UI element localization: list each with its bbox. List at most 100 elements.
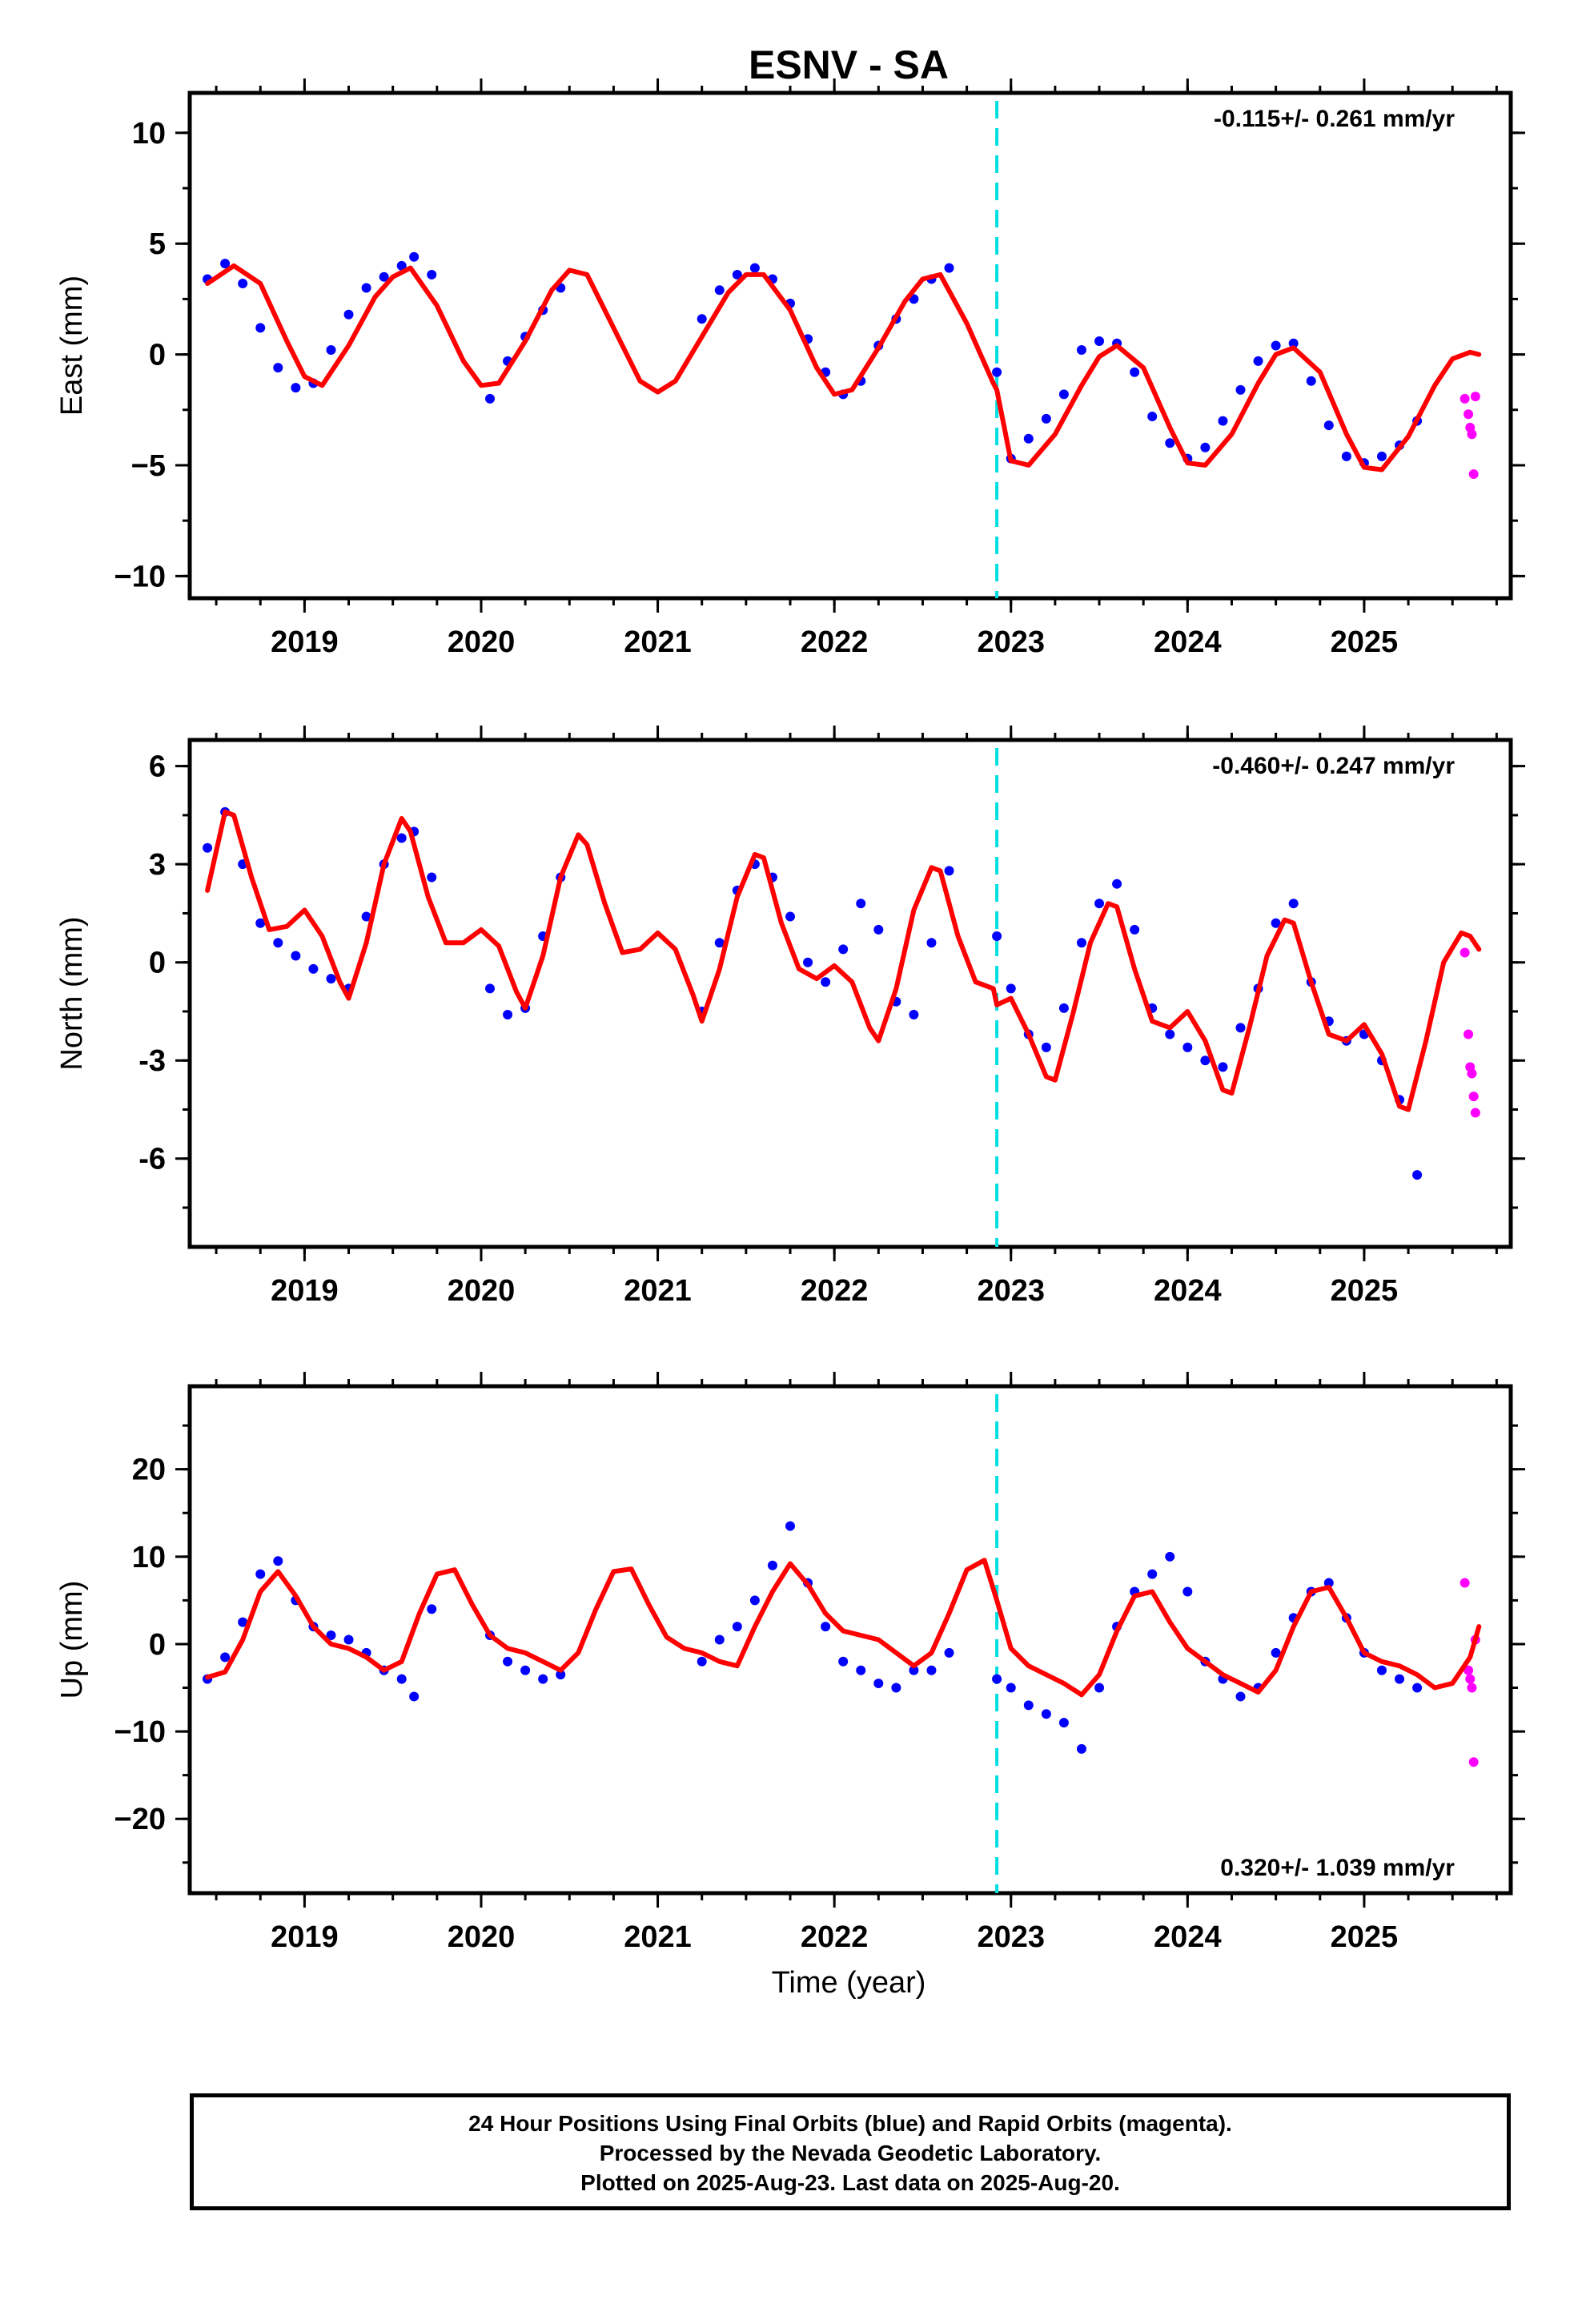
- final-orbit-point: [838, 944, 849, 955]
- final-orbit-point: [1130, 367, 1140, 377]
- x-tick-label: 2024: [1154, 625, 1222, 659]
- final-orbit-point: [697, 314, 707, 324]
- final-orbit-point: [1165, 438, 1175, 448]
- final-orbit-point: [803, 957, 813, 967]
- final-orbit-point: [503, 1656, 513, 1667]
- rapid-orbit-point: [1468, 1092, 1479, 1102]
- final-orbit-point: [785, 1521, 795, 1531]
- final-orbit-point: [1306, 376, 1316, 386]
- y-tick-label: 6: [149, 750, 166, 784]
- x-tick-label: 2019: [271, 1274, 339, 1308]
- final-orbit-point: [1147, 1569, 1158, 1579]
- final-orbit-point: [873, 1679, 884, 1689]
- x-tick-label: 2019: [271, 1920, 339, 1954]
- rapid-orbit-point: [1467, 1683, 1477, 1693]
- x-tick-label: 2022: [801, 1274, 869, 1308]
- model-line: [205, 1558, 1482, 1698]
- x-tick-label: 2020: [448, 1920, 516, 1954]
- final-orbit-point: [291, 951, 301, 961]
- final-orbit-point: [992, 931, 1002, 942]
- final-orbit-point: [891, 1683, 901, 1693]
- final-orbit-point: [273, 938, 283, 948]
- final-orbit-point: [909, 1665, 919, 1675]
- final-orbit-point: [1023, 1700, 1034, 1711]
- chart-title: ESNV - SA: [749, 42, 949, 87]
- final-orbit-point: [427, 1604, 437, 1614]
- x-tick-label: 2025: [1331, 625, 1399, 659]
- final-orbit-point: [1112, 879, 1122, 889]
- y-tick-label: 10: [132, 117, 166, 151]
- panel-up: 2019 2020 2021 2022 2023 2024 2025 −20 −10 0 10 20 U…: [55, 1372, 1525, 1954]
- caption-box: 24 Hour Positions Using Final Orbits (bl…: [190, 2093, 1511, 2210]
- final-orbit-point: [396, 1674, 407, 1684]
- final-orbit-point: [1182, 1586, 1193, 1597]
- x-tick-label: 2023: [977, 1920, 1045, 1954]
- rapid-orbit-point: [1464, 409, 1474, 420]
- plot-area: [203, 1394, 1482, 1893]
- final-orbit-point: [1341, 451, 1351, 461]
- final-orbit-point: [992, 1674, 1002, 1684]
- final-orbit-point: [1323, 420, 1334, 431]
- rapid-orbit-point: [1460, 1578, 1470, 1588]
- final-orbit-point: [255, 323, 266, 333]
- final-orbit-point: [1094, 336, 1105, 346]
- final-orbit-point: [1235, 1691, 1246, 1702]
- final-orbit-point: [485, 983, 495, 994]
- final-orbit-point: [1006, 983, 1016, 994]
- final-orbit-point: [1271, 1647, 1281, 1658]
- final-orbit-point: [714, 285, 725, 296]
- final-orbit-point: [427, 872, 437, 883]
- final-orbit-point: [1076, 938, 1086, 948]
- final-orbit-point: [873, 924, 884, 935]
- rapid-orbit-point: [1460, 947, 1470, 958]
- final-orbit-point: [326, 974, 336, 984]
- final-orbit-point: [1076, 345, 1086, 356]
- final-orbit-point: [785, 911, 795, 922]
- y-tick-label: 0: [149, 1628, 166, 1662]
- x-tick-label: 2019: [271, 625, 339, 659]
- final-orbit-point: [1076, 1743, 1086, 1754]
- final-orbit-point: [821, 977, 831, 987]
- final-orbit-point: [343, 309, 354, 320]
- y-tick-label: 10: [132, 1541, 166, 1574]
- final-orbit-point: [538, 1674, 548, 1684]
- final-orbit-point: [396, 260, 407, 271]
- y-axis-label: East (mm): [55, 275, 89, 416]
- model-line: [205, 263, 1482, 472]
- final-orbit-point: [1130, 924, 1140, 935]
- final-orbit-point: [326, 345, 336, 356]
- caption-line: Plotted on 2025-Aug-23. Last data on 202…: [580, 2170, 1120, 2195]
- final-orbit-point: [1323, 1578, 1334, 1588]
- final-orbit-point: [992, 367, 1002, 377]
- final-orbit-point: [926, 1665, 937, 1675]
- final-orbit-point: [1253, 356, 1263, 366]
- x-tick-label: 2025: [1331, 1920, 1399, 1954]
- final-orbit-point: [1165, 1029, 1175, 1039]
- final-orbit-point: [409, 1691, 420, 1702]
- rapid-orbit-point: [1467, 429, 1477, 440]
- final-orbit-point: [697, 1656, 707, 1667]
- final-orbit-point: [203, 842, 213, 853]
- y-tick-label: −10: [114, 560, 166, 593]
- final-orbit-point: [291, 383, 301, 393]
- final-orbit-point: [409, 251, 420, 262]
- final-orbit-point: [944, 1647, 954, 1658]
- final-orbit-point: [1376, 451, 1387, 461]
- final-orbit-point: [255, 918, 266, 928]
- rapid-orbit-point: [1465, 1674, 1476, 1684]
- final-orbit-point: [1147, 412, 1158, 422]
- y-tick-label: 0: [149, 947, 166, 980]
- final-orbit-point: [749, 1595, 760, 1606]
- x-tick-label: 2022: [801, 1920, 869, 1954]
- plot-area: [203, 748, 1482, 1247]
- x-tick-label: 2020: [448, 625, 516, 659]
- final-orbit-point: [396, 833, 407, 843]
- rapid-orbit-point: [1470, 392, 1480, 402]
- final-orbit-point: [856, 899, 866, 909]
- final-orbit-point: [1395, 1674, 1405, 1684]
- final-orbit-point: [714, 938, 725, 948]
- plot-frame: [187, 738, 1513, 1249]
- x-tick-label: 2024: [1154, 1274, 1222, 1308]
- final-orbit-point: [838, 1656, 849, 1667]
